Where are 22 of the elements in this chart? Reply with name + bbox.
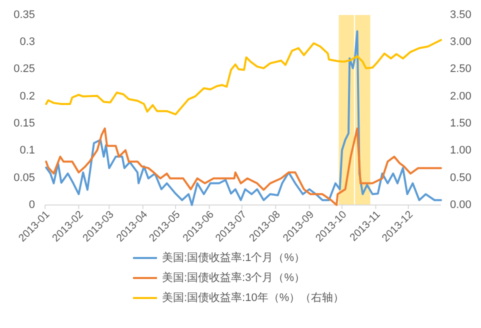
- y2-tick-label: 3.50: [450, 8, 472, 21]
- y-tick-label: 0: [28, 198, 35, 211]
- y-tick-label: 0.25: [14, 63, 35, 76]
- y2-tick-label: 2.50: [450, 63, 472, 76]
- line-series: [45, 38, 442, 116]
- y-tick-label: 0.15: [14, 117, 35, 130]
- y-tick-label: 0.1: [20, 144, 35, 157]
- legend-label: 美国:国债收益率:3个月（%）: [162, 270, 306, 284]
- y-tick-label: 0.2: [20, 90, 35, 102]
- y-tick-label: 0.3: [20, 36, 35, 48]
- y2-tick-label: 1.00: [450, 144, 472, 157]
- line-series: [45, 127, 442, 206]
- y-tick-label: 0.35: [14, 8, 35, 21]
- y2-tick-label: 0.50: [450, 172, 472, 184]
- y2-tick-label: 3.00: [450, 36, 472, 48]
- y-tick-label: 0.05: [14, 172, 35, 184]
- legend-label: 美国:国债收益率:10年（%）（右轴）: [162, 290, 344, 304]
- y2-tick-label: 1.50: [450, 117, 472, 130]
- legend-label: 美国:国债收益率:1个月（%）: [162, 250, 306, 264]
- line-series: [45, 30, 442, 206]
- y2-tick-label: 2.00: [450, 90, 472, 102]
- y2-tick-label: 0.00: [450, 198, 472, 211]
